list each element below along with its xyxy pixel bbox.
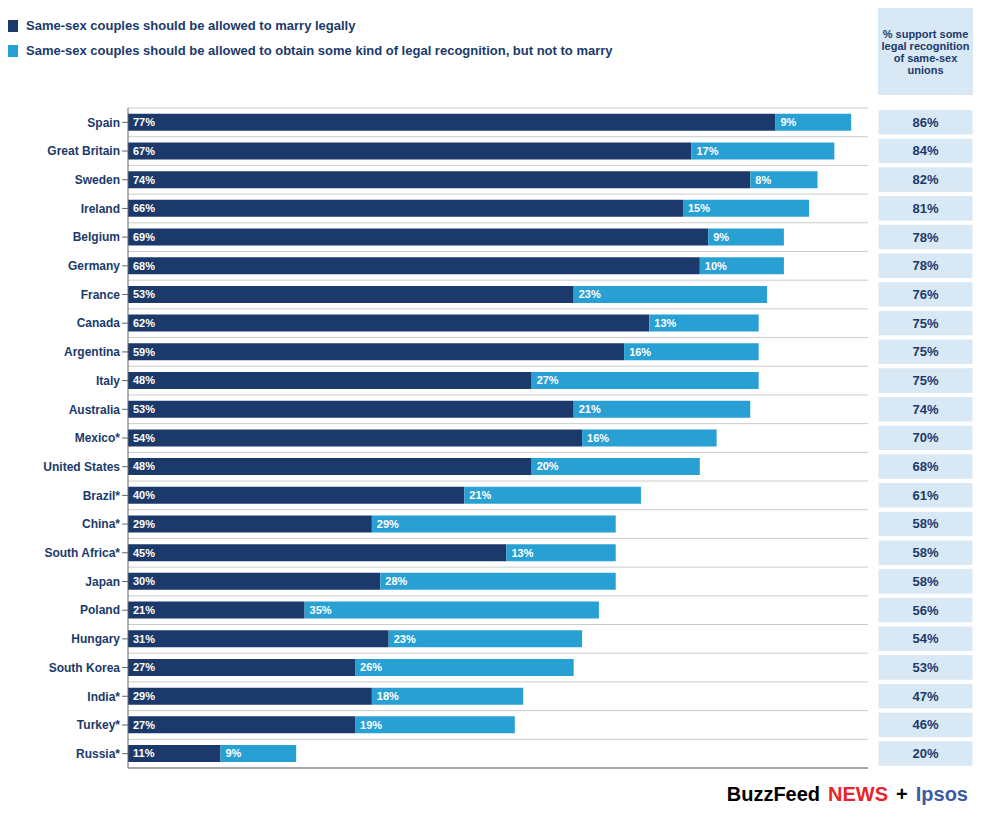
svg-text:China*: China* (82, 517, 120, 531)
svg-text:35%: 35% (310, 604, 332, 616)
svg-text:9%: 9% (713, 231, 729, 243)
svg-text:86%: 86% (912, 115, 938, 130)
svg-text:13%: 13% (511, 547, 533, 559)
html-text:Same-sex couples should be all: Same-sex couples should be allowed to ob… (26, 43, 613, 58)
svg-text:59%: 59% (133, 346, 155, 358)
svg-text:Sweden: Sweden (75, 173, 120, 187)
svg-text:France: France (81, 288, 121, 302)
svg-text:29%: 29% (133, 690, 155, 702)
svg-text:Japan: Japan (85, 575, 120, 589)
svg-text:Spain: Spain (87, 116, 120, 130)
svg-text:75%: 75% (912, 316, 938, 331)
svg-text:78%: 78% (912, 230, 938, 245)
svg-text:70%: 70% (912, 430, 938, 445)
svg-text:53%: 53% (133, 403, 155, 415)
svg-text:18%: 18% (377, 690, 399, 702)
svg-text:40%: 40% (133, 489, 155, 501)
svg-text:58%: 58% (912, 516, 938, 531)
svg-text:Great Britain: Great Britain (47, 144, 120, 158)
svg-text:78%: 78% (912, 258, 938, 273)
svg-text:Ireland: Ireland (81, 202, 120, 216)
svg-text:74%: 74% (133, 174, 155, 186)
html-text:Same-sex couples should be all: Same-sex couples should be allowed to ma… (26, 18, 356, 33)
svg-text:67%: 67% (133, 145, 155, 157)
svg-text:21%: 21% (469, 489, 491, 501)
svg-text:South Korea: South Korea (49, 661, 121, 675)
svg-text:Australia: Australia (69, 403, 121, 417)
svg-text:27%: 27% (133, 661, 155, 673)
svg-text:30%: 30% (133, 575, 155, 587)
svg-text:53%: 53% (912, 660, 938, 675)
svg-text:20%: 20% (537, 460, 559, 472)
svg-text:54%: 54% (133, 432, 155, 444)
svg-text:8%: 8% (755, 174, 771, 186)
svg-text:9%: 9% (226, 747, 242, 759)
svg-text:Argentina: Argentina (64, 345, 120, 359)
svg-text:76%: 76% (912, 287, 938, 302)
svg-text:21%: 21% (579, 403, 601, 415)
svg-text:48%: 48% (133, 374, 155, 386)
svg-text:16%: 16% (629, 346, 651, 358)
svg-text:29%: 29% (133, 518, 155, 530)
svg-text:Mexico*: Mexico* (75, 431, 121, 445)
svg-text:61%: 61% (912, 488, 938, 503)
svg-text:75%: 75% (912, 344, 938, 359)
svg-text:66%: 66% (133, 202, 155, 214)
svg-text:United States: United States (43, 460, 120, 474)
svg-text:45%: 45% (133, 547, 155, 559)
svg-text:Poland: Poland (80, 603, 120, 617)
svg-text:23%: 23% (394, 633, 416, 645)
svg-text:16%: 16% (587, 432, 609, 444)
html-text:BuzzFeed NEWS + Ipsos: BuzzFeed NEWS + Ipsos (726, 783, 968, 805)
svg-text:82%: 82% (912, 172, 938, 187)
svg-text:58%: 58% (912, 545, 938, 560)
html-text:% support some legal recogniti: % support some legal recognition of same… (881, 27, 970, 76)
svg-text:Belgium: Belgium (73, 230, 120, 244)
svg-text:19%: 19% (360, 719, 382, 731)
svg-text:62%: 62% (133, 317, 155, 329)
svg-text:48%: 48% (133, 460, 155, 472)
svg-text:Canada: Canada (77, 316, 121, 330)
svg-text:29%: 29% (377, 518, 399, 530)
svg-text:20%: 20% (912, 746, 938, 761)
svg-text:69%: 69% (133, 231, 155, 243)
svg-text:77%: 77% (133, 116, 155, 128)
svg-text:54%: 54% (912, 631, 938, 646)
svg-text:58%: 58% (912, 574, 938, 589)
svg-text:23%: 23% (579, 288, 601, 300)
svg-text:75%: 75% (912, 373, 938, 388)
svg-text:India*: India* (87, 690, 120, 704)
svg-text:53%: 53% (133, 288, 155, 300)
svg-text:31%: 31% (133, 633, 155, 645)
svg-text:Hungary: Hungary (71, 632, 120, 646)
svg-text:27%: 27% (133, 719, 155, 731)
svg-text:74%: 74% (912, 402, 938, 417)
svg-text:68%: 68% (133, 260, 155, 272)
svg-text:21%: 21% (133, 604, 155, 616)
svg-text:84%: 84% (912, 143, 938, 158)
svg-text:27%: 27% (537, 374, 559, 386)
svg-text:Italy: Italy (96, 374, 120, 388)
svg-text:11%: 11% (133, 747, 155, 759)
svg-text:68%: 68% (912, 459, 938, 474)
svg-text:9%: 9% (781, 116, 797, 128)
svg-text:Russia*: Russia* (76, 747, 120, 761)
svg-text:47%: 47% (912, 689, 938, 704)
svg-text:Germany: Germany (68, 259, 120, 273)
svg-text:81%: 81% (912, 201, 938, 216)
svg-text:South Africa*: South Africa* (44, 546, 120, 560)
svg-text:46%: 46% (912, 717, 938, 732)
svg-text:Turkey*: Turkey* (77, 718, 120, 732)
svg-text:26%: 26% (360, 661, 382, 673)
svg-text:28%: 28% (385, 575, 407, 587)
svg-text:56%: 56% (912, 603, 938, 618)
svg-text:Brazil*: Brazil* (83, 489, 121, 503)
svg-text:15%: 15% (688, 202, 710, 214)
svg-text:10%: 10% (705, 260, 727, 272)
svg-text:17%: 17% (696, 145, 718, 157)
svg-text:13%: 13% (654, 317, 676, 329)
